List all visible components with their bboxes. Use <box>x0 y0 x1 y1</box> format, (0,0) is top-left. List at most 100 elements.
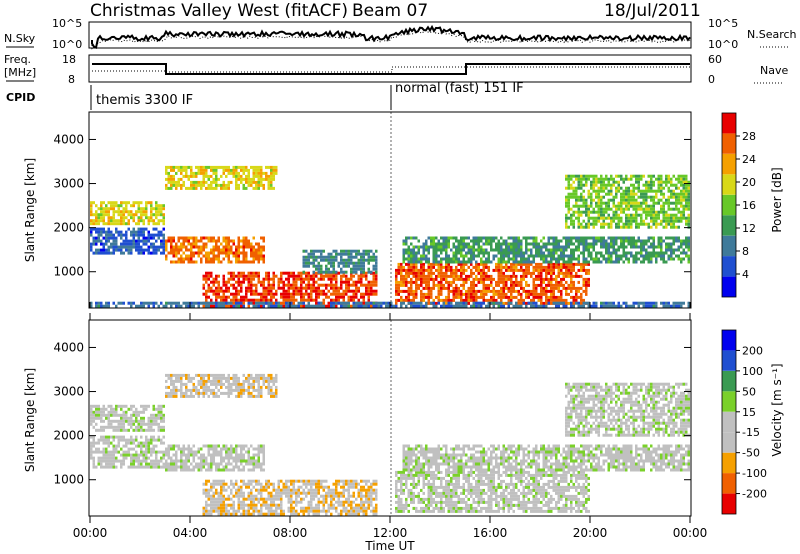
echo-cell <box>315 304 318 308</box>
echo-cell <box>552 239 555 243</box>
echo-cell <box>600 195 603 199</box>
echo-cell <box>680 204 683 208</box>
echo-cell <box>437 286 440 290</box>
echo-cell <box>120 425 123 429</box>
echo-cell <box>212 292 215 296</box>
echo-cell <box>612 204 615 208</box>
echo-cell <box>117 301 120 305</box>
echo-cell <box>237 277 240 281</box>
echo-cell <box>125 239 128 243</box>
echo-cell <box>242 254 245 258</box>
echo-cell <box>685 174 688 178</box>
echo-cell <box>252 251 255 255</box>
echo-cell <box>90 304 93 308</box>
echo-cell <box>632 254 635 258</box>
echo-cell <box>140 219 143 223</box>
echo-cell <box>672 304 675 308</box>
echo-cell <box>600 236 603 240</box>
echo-cell <box>340 277 343 281</box>
echo-cell <box>452 298 455 302</box>
echo-cell <box>237 171 240 175</box>
echo-cell <box>670 242 673 246</box>
echo-cell <box>667 174 670 178</box>
echo-cell <box>607 180 610 184</box>
echo-cell <box>575 239 578 243</box>
echo-cell <box>252 271 255 275</box>
echo-cell <box>162 236 165 240</box>
echo-cell <box>687 242 690 246</box>
echo-cell <box>127 447 130 451</box>
echo-cell <box>630 204 633 208</box>
echo-cell <box>565 248 568 252</box>
echo-cell <box>145 201 148 205</box>
echo-cell <box>637 225 640 229</box>
echo-cell <box>197 468 200 472</box>
echo-cell <box>217 301 220 305</box>
echo-cell <box>177 183 180 187</box>
colorbar-tick-label: 16 <box>742 199 756 212</box>
echo-cell <box>502 289 505 293</box>
echo-cell <box>460 251 463 255</box>
echo-cell <box>642 254 645 258</box>
echo-cell <box>247 274 250 278</box>
echo-cell <box>97 407 100 411</box>
echo-cell <box>120 435 123 439</box>
echo-cell <box>402 277 405 281</box>
echo-cell <box>482 292 485 296</box>
echo-cell <box>630 213 633 217</box>
echo-cell <box>195 236 198 240</box>
echo-cell <box>355 261 358 265</box>
echo-cell <box>212 177 215 181</box>
echo-cell <box>685 207 688 211</box>
echo-cell <box>567 177 570 181</box>
echo-cell <box>590 257 593 261</box>
echo-cell <box>140 304 143 308</box>
echo-cell <box>350 255 353 259</box>
echo-cell <box>640 177 643 181</box>
echo-cell <box>242 242 245 246</box>
echo-cell <box>582 195 585 199</box>
echo-cell <box>515 283 518 287</box>
echo-cell <box>530 301 533 305</box>
echo-cell <box>677 207 680 211</box>
echo-cell <box>635 216 638 220</box>
echo-cell <box>520 268 523 272</box>
echo-cell <box>677 257 680 261</box>
echo-cell <box>625 198 628 202</box>
echo-cell <box>207 274 210 278</box>
echo-cell <box>662 254 665 258</box>
echo-cell <box>157 410 160 414</box>
echo-cell <box>325 292 328 296</box>
echo-cell <box>460 277 463 281</box>
echo-cell <box>460 295 463 299</box>
echo-cell <box>580 274 583 278</box>
echo-cell <box>477 268 480 272</box>
echo-cell <box>212 453 215 457</box>
echo-cell <box>222 304 225 308</box>
echo-cell <box>140 465 143 469</box>
echo-cell <box>172 245 175 249</box>
echo-cell <box>500 301 503 305</box>
echo-cell <box>632 219 635 223</box>
echo-cell <box>605 248 608 252</box>
echo-cell <box>125 222 128 226</box>
echo-cell <box>510 295 513 299</box>
nave-label: Nave <box>760 64 788 77</box>
echo-cell <box>657 183 660 187</box>
echo-cell <box>152 227 155 231</box>
echo-cell <box>490 301 493 305</box>
echo-cell <box>537 265 540 269</box>
echo-cell <box>600 204 603 208</box>
echo-cell <box>287 298 290 302</box>
echo-cell <box>147 301 150 305</box>
echo-cell <box>197 251 200 255</box>
echo-cell <box>557 257 560 261</box>
echo-cell <box>425 257 428 261</box>
echo-cell <box>357 249 360 253</box>
echo-cell <box>170 242 173 246</box>
echo-cell <box>572 210 575 214</box>
echo-cell <box>407 245 410 249</box>
echo-cell <box>152 236 155 240</box>
echo-cell <box>137 425 140 429</box>
echo-cell <box>195 450 198 454</box>
